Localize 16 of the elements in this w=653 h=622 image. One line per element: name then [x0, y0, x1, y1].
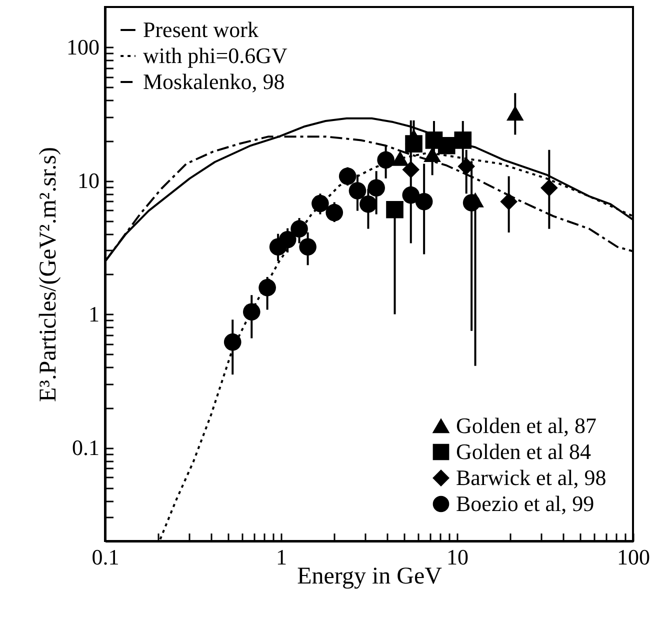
legend-label: Golden et al 84 — [456, 439, 592, 464]
legend-label: with phi=0.6GV — [143, 43, 288, 68]
legend-label: Barwick et al, 98 — [456, 465, 606, 490]
y-tick-label: 10 — [78, 168, 100, 194]
legend-label: Moskalenko, 98 — [143, 69, 285, 94]
y-tick-label: 1 — [88, 302, 100, 327]
legend-label: Boezio et al, 99 — [456, 491, 594, 516]
x-axis-title: Energy in GeV — [297, 564, 443, 590]
x-tick-label: 1 — [276, 544, 287, 570]
legend-label: Golden et al, 87 — [456, 413, 597, 438]
y-tick-label: 100 — [66, 34, 100, 60]
y-tick-label: 0.1 — [72, 435, 100, 460]
x-tick-label: 100 — [617, 544, 650, 570]
y-axis-title: E³.Particles/(GeV².m².sr.s) — [36, 147, 62, 402]
legend-label: Present work — [143, 17, 258, 42]
x-tick-label: 10 — [446, 544, 468, 570]
